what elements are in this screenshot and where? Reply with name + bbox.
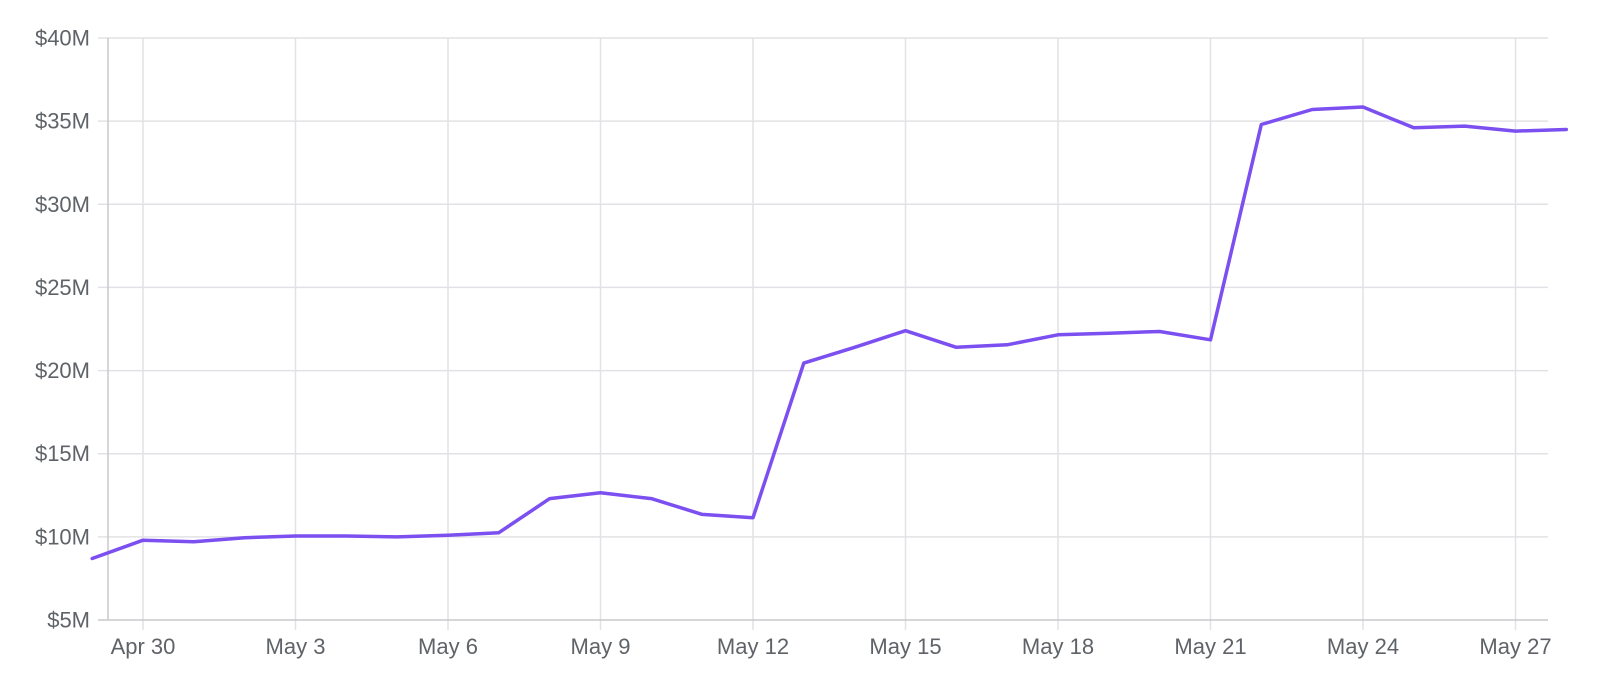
vertical-grid bbox=[142, 38, 1517, 630]
x-tick-label: May 18 bbox=[1022, 634, 1094, 659]
y-tick-label: $30M bbox=[35, 192, 90, 217]
x-tick-label: May 24 bbox=[1327, 634, 1399, 659]
y-tick-label: $5M bbox=[47, 608, 90, 633]
y-tick-label: $20M bbox=[35, 358, 90, 383]
x-tick-label: May 9 bbox=[571, 634, 631, 659]
horizontal-grid bbox=[98, 37, 1548, 621]
y-tick-label: $40M bbox=[35, 26, 90, 51]
series-line bbox=[90, 105, 1569, 561]
y-tick-label: $35M bbox=[35, 109, 90, 134]
x-tick-label: May 3 bbox=[266, 634, 326, 659]
x-tick-label: May 12 bbox=[717, 634, 789, 659]
y-tick-label: $25M bbox=[35, 275, 90, 300]
y-axis: $5M $10M $15M $20M $25M $30M $35M $40M bbox=[35, 26, 90, 633]
x-tick-label: May 21 bbox=[1174, 634, 1246, 659]
x-axis: Apr 30 May 3 May 6 May 9 May 12 May 15 May 18 M… bbox=[111, 634, 1552, 659]
x-tick-label: May 6 bbox=[418, 634, 478, 659]
x-tick-label: May 27 bbox=[1479, 634, 1551, 659]
y-tick-label: $10M bbox=[35, 524, 90, 549]
series-group bbox=[90, 105, 1569, 561]
x-tick-label: Apr 30 bbox=[111, 634, 176, 659]
x-tick-label: May 15 bbox=[869, 634, 941, 659]
y-tick-label: $15M bbox=[35, 441, 90, 466]
